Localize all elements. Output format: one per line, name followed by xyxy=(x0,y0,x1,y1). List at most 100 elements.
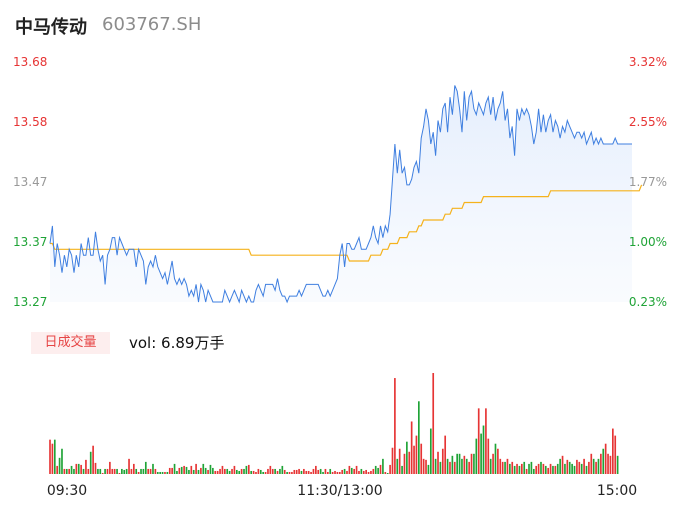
volume-bar xyxy=(501,461,504,474)
volume-bar xyxy=(168,467,171,474)
volume-bar xyxy=(281,465,284,474)
volume-bar xyxy=(592,458,595,474)
volume-bar xyxy=(85,459,87,474)
volume-bar xyxy=(338,471,341,474)
volume-bar xyxy=(219,468,221,474)
volume-bar xyxy=(118,472,121,474)
volume-bar xyxy=(401,465,403,474)
volume-bar xyxy=(609,455,612,474)
volume-bar xyxy=(564,463,566,474)
volume-bar xyxy=(312,468,315,474)
volume-bar xyxy=(547,467,550,474)
volume-bar xyxy=(492,453,494,474)
volume-bar xyxy=(132,463,135,474)
volume-bar xyxy=(540,461,542,474)
volume-bar xyxy=(77,463,80,474)
volume-bar xyxy=(298,468,300,474)
volume-bar xyxy=(216,470,219,474)
volume-bar xyxy=(556,463,559,474)
volume-bar xyxy=(137,471,140,474)
volume-bar xyxy=(209,464,212,474)
daily-volume-tab[interactable]: 日成交量 xyxy=(31,332,110,354)
volume-bar xyxy=(413,445,415,474)
volume-bar xyxy=(116,468,118,474)
volume-bar xyxy=(449,461,451,474)
volume-bar xyxy=(204,467,207,474)
volume-bar xyxy=(147,468,150,474)
volume-bar xyxy=(271,468,274,474)
volume-bar xyxy=(192,469,195,474)
volume-bar xyxy=(303,468,305,474)
price-tick-label: 13.27 xyxy=(13,295,47,309)
volume-bar xyxy=(525,468,528,474)
volume-bar xyxy=(166,471,169,474)
volume-bar xyxy=(506,458,509,474)
volume-bar xyxy=(259,469,262,474)
volume-bar xyxy=(561,455,564,474)
volume-bar xyxy=(350,467,353,474)
volume-bar xyxy=(494,443,497,474)
volume-bar xyxy=(614,435,617,474)
volume-bar xyxy=(612,428,614,474)
volume-bar xyxy=(250,470,253,474)
volume-bar xyxy=(379,464,382,474)
volume-bar xyxy=(566,459,569,474)
volume-bar xyxy=(207,469,209,474)
volume-bar xyxy=(128,458,130,474)
volume-bar xyxy=(585,465,588,474)
volume-bar xyxy=(341,469,344,474)
volume-bar xyxy=(358,470,360,474)
volume-bar xyxy=(154,468,157,474)
volume-bar xyxy=(106,468,109,474)
volume-bar xyxy=(212,467,214,474)
time-tick-label: 15:00 xyxy=(597,483,637,499)
volume-bar xyxy=(159,471,162,474)
volume-bar xyxy=(583,458,585,474)
volume-bar xyxy=(465,458,468,474)
volume-bar xyxy=(453,461,456,474)
volume-bar xyxy=(183,465,185,474)
volume-bar xyxy=(307,470,310,474)
volume-bar xyxy=(70,465,73,474)
volume-bar xyxy=(367,471,370,474)
volume-bar xyxy=(607,453,609,474)
volume-bar xyxy=(190,465,193,474)
volume-readout: vol: 6.89万手 xyxy=(129,334,225,352)
volume-bar xyxy=(420,443,423,474)
volume-bar xyxy=(590,453,593,474)
volume-bar xyxy=(49,439,51,474)
stock-code: 603767.SH xyxy=(102,14,202,35)
volume-bar xyxy=(384,471,387,474)
volume-bar xyxy=(269,465,272,474)
volume-bar xyxy=(532,468,535,474)
volume-bar xyxy=(600,453,602,474)
volume-bar xyxy=(92,445,94,474)
volume-bar xyxy=(94,462,97,474)
volume-bar xyxy=(480,433,482,474)
volume-bar xyxy=(523,461,526,474)
volume-bar xyxy=(178,467,181,474)
volume-bar xyxy=(573,465,576,474)
volume-bar xyxy=(226,468,229,474)
volume-bar xyxy=(487,438,490,474)
price-line xyxy=(49,85,632,304)
volume-bar xyxy=(382,458,384,474)
volume-bar xyxy=(247,464,250,474)
volume-bar xyxy=(245,465,248,474)
volume-bar xyxy=(329,468,332,474)
volume-bar xyxy=(121,468,123,474)
volume-bar xyxy=(530,461,533,474)
volume-bar xyxy=(274,468,276,474)
pct-tick-label: 1.77% xyxy=(629,175,667,189)
volume-bar xyxy=(410,421,413,474)
volume-bar xyxy=(542,463,545,474)
price-tick-label: 13.58 xyxy=(13,115,47,129)
volume-bar xyxy=(372,468,375,474)
volume-bar xyxy=(353,468,356,474)
price-tick-label: 13.37 xyxy=(13,235,47,249)
volume-bar xyxy=(470,453,473,474)
volume-bar xyxy=(396,458,399,474)
price-tick-label: 13.47 xyxy=(13,175,47,189)
volume-bar xyxy=(142,468,145,474)
volume-bar xyxy=(144,461,147,474)
